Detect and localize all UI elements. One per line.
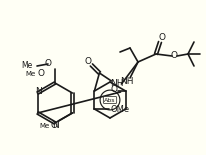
Text: O: O <box>51 120 58 129</box>
Text: O: O <box>158 33 165 42</box>
Text: Abs: Abs <box>104 97 116 102</box>
Text: Me: Me <box>39 123 49 129</box>
Text: N: N <box>53 120 59 129</box>
Text: OMe: OMe <box>111 104 130 113</box>
Text: NH: NH <box>110 78 123 88</box>
Text: O: O <box>37 69 44 78</box>
Text: Me: Me <box>26 71 36 77</box>
Text: O: O <box>85 58 92 66</box>
Text: O: O <box>110 84 117 93</box>
Text: O: O <box>44 60 52 69</box>
Text: N: N <box>35 86 42 95</box>
Text: O: O <box>171 51 178 60</box>
Text: Me: Me <box>22 60 33 69</box>
Text: NH: NH <box>120 78 134 86</box>
